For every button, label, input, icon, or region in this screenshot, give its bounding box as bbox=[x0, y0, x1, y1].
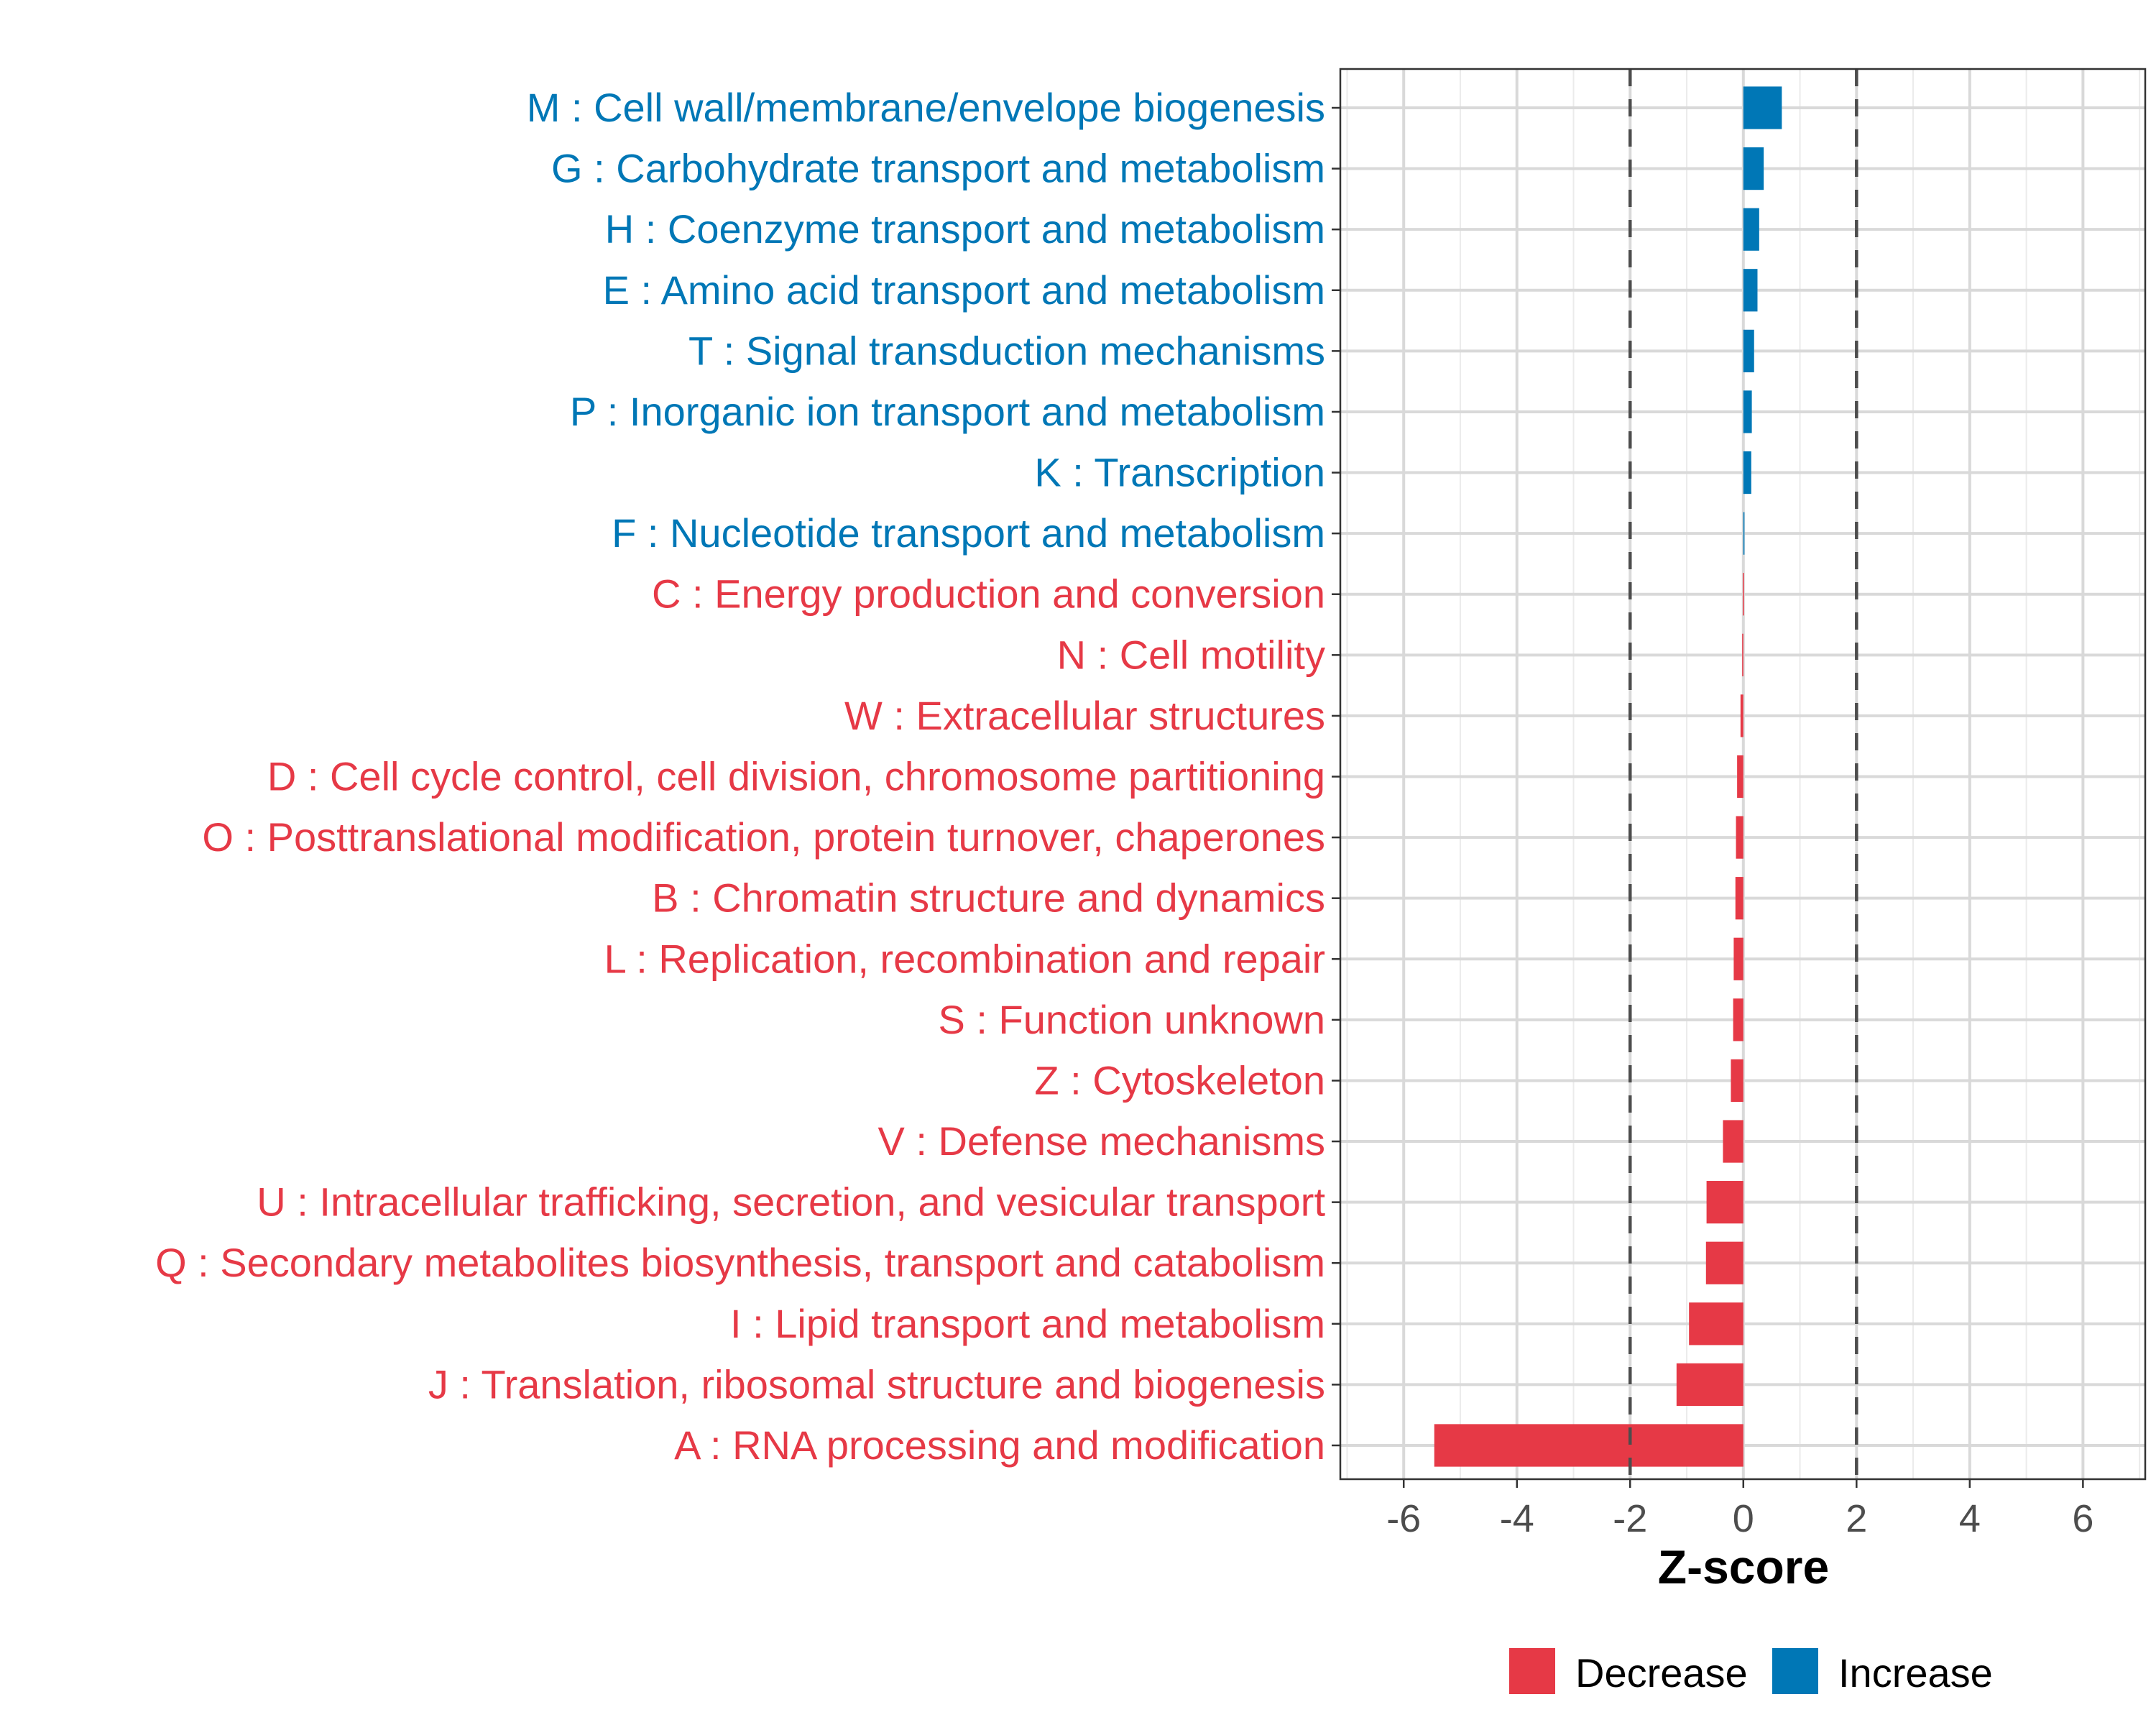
x-axis-ticks: -6 -4 -2 0 2 4 6 bbox=[1386, 1479, 2093, 1540]
category-label: A : RNA processing and modification bbox=[674, 1422, 1325, 1468]
category-label: S : Function unknown bbox=[938, 997, 1325, 1042]
category-label: I : Lipid transport and metabolism bbox=[730, 1301, 1325, 1346]
category-label: W : Extracellular structures bbox=[844, 693, 1325, 738]
category-label: J : Translation, ribosomal structure and… bbox=[428, 1361, 1325, 1407]
bar bbox=[1706, 1181, 1743, 1224]
legend-swatch-increase bbox=[1772, 1648, 1818, 1694]
category-labels: M : Cell wall/membrane/envelope biogenes… bbox=[155, 85, 1340, 1468]
x-tick-label: 6 bbox=[2072, 1497, 2093, 1540]
legend-swatch-decrease bbox=[1509, 1648, 1555, 1694]
bar bbox=[1742, 633, 1743, 676]
bar bbox=[1743, 512, 1745, 555]
category-label: N : Cell motility bbox=[1057, 632, 1325, 677]
bar bbox=[1733, 998, 1743, 1041]
bar bbox=[1731, 1059, 1743, 1103]
legend: Decrease Increase bbox=[1509, 1648, 1993, 1696]
category-label: D : Cell cycle control, cell division, c… bbox=[267, 754, 1325, 799]
bar bbox=[1735, 877, 1743, 920]
category-label: B : Chromatin structure and dynamics bbox=[652, 875, 1325, 921]
category-label: O : Posttranslational modification, prot… bbox=[202, 814, 1325, 860]
bar bbox=[1736, 816, 1743, 859]
x-tick-label: 0 bbox=[1733, 1497, 1754, 1540]
bar bbox=[1733, 937, 1743, 980]
x-tick-label: -2 bbox=[1613, 1497, 1647, 1540]
bar bbox=[1743, 573, 1744, 616]
x-axis-title: Z-score bbox=[1658, 1540, 1829, 1593]
category-label: G : Carbohydrate transport and metabolis… bbox=[551, 146, 1325, 191]
x-tick-label: -6 bbox=[1386, 1497, 1421, 1540]
bar bbox=[1743, 329, 1754, 372]
bar bbox=[1743, 147, 1764, 190]
bar bbox=[1740, 694, 1743, 737]
bar bbox=[1676, 1363, 1743, 1407]
legend-label-increase: Increase bbox=[1838, 1650, 1993, 1696]
category-label: H : Coenzyme transport and metabolism bbox=[605, 206, 1325, 252]
legend-label-decrease: Decrease bbox=[1575, 1650, 1748, 1696]
category-label: P : Inorganic ion transport and metaboli… bbox=[570, 389, 1325, 434]
bar bbox=[1743, 451, 1751, 494]
x-tick-label: 4 bbox=[1959, 1497, 1981, 1540]
bar bbox=[1737, 755, 1743, 799]
category-label: U : Intracellular trafficking, secretion… bbox=[257, 1179, 1325, 1225]
bar bbox=[1689, 1302, 1743, 1346]
category-label: T : Signal transduction mechanisms bbox=[688, 328, 1325, 373]
reference-lines bbox=[1628, 69, 1858, 1479]
category-label: F : Nucleotide transport and metabolism bbox=[612, 510, 1325, 556]
category-label: V : Defense mechanisms bbox=[878, 1118, 1325, 1164]
bar bbox=[1743, 86, 1782, 129]
category-label: K : Transcription bbox=[1034, 450, 1325, 495]
bar bbox=[1743, 390, 1752, 433]
category-label: Q : Secondary metabolites biosynthesis, … bbox=[155, 1240, 1325, 1285]
bars bbox=[1434, 86, 1782, 1467]
bar bbox=[1743, 269, 1758, 312]
bar bbox=[1743, 208, 1759, 251]
bar bbox=[1434, 1424, 1743, 1467]
bar bbox=[1705, 1241, 1743, 1284]
bar bbox=[1723, 1120, 1743, 1163]
category-label: E : Amino acid transport and metabolism bbox=[603, 267, 1325, 313]
x-tick-label: 2 bbox=[1846, 1497, 1867, 1540]
category-label: M : Cell wall/membrane/envelope biogenes… bbox=[527, 85, 1325, 130]
x-tick-label: -4 bbox=[1500, 1497, 1534, 1540]
category-label: C : Energy production and conversion bbox=[652, 571, 1325, 617]
category-label: L : Replication, recombination and repai… bbox=[604, 936, 1325, 981]
category-label: Z : Cytoskeleton bbox=[1034, 1057, 1325, 1103]
